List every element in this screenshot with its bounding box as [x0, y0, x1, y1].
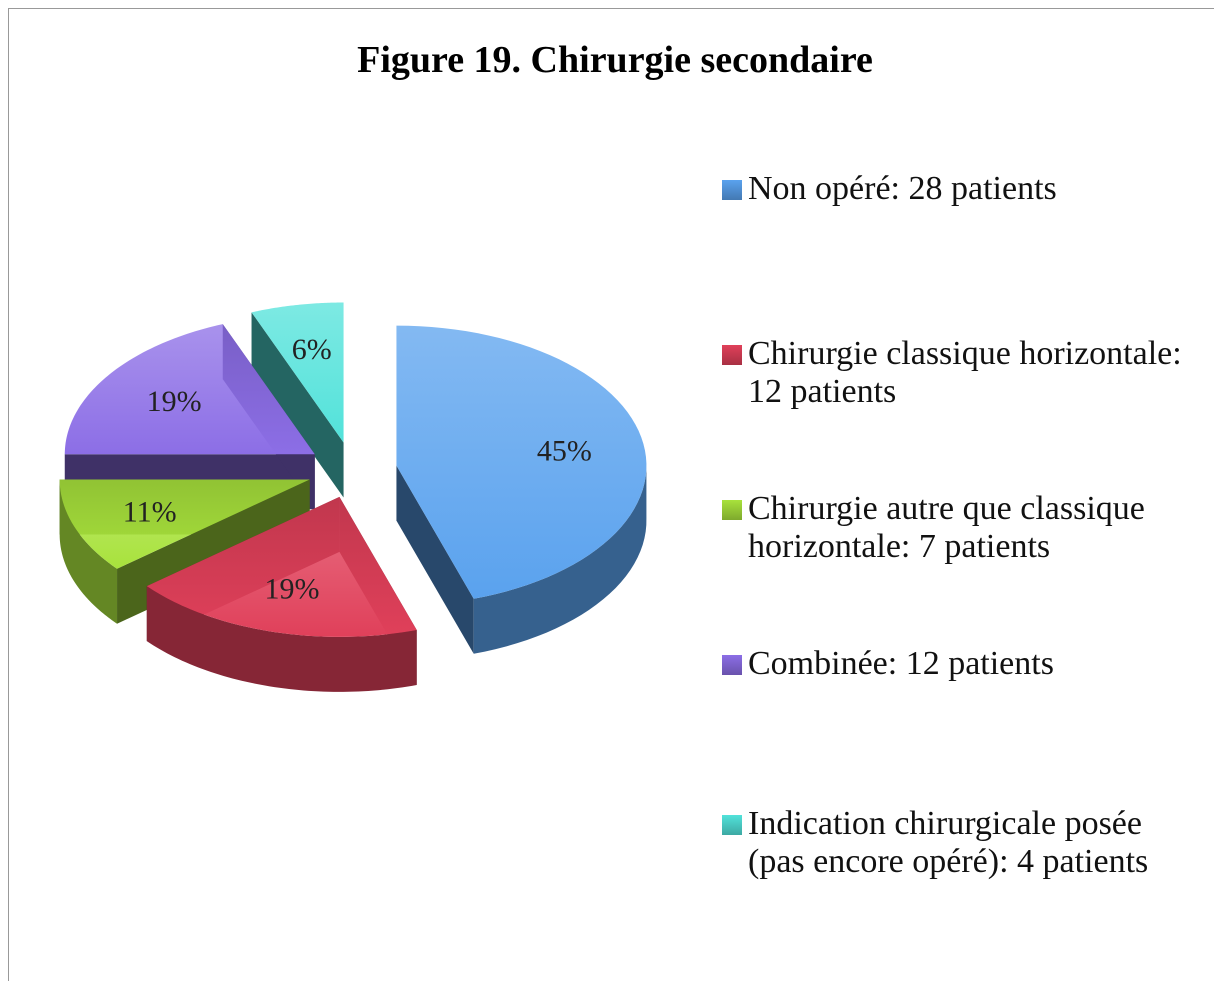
legend-label: Combinée: 12 patients: [748, 645, 1054, 682]
legend-swatch: [722, 500, 742, 520]
data-label: 11%: [123, 496, 177, 529]
pie-slice-wall: [396, 465, 474, 654]
legend-item: Combinée: 12 patients: [722, 645, 1192, 683]
legend-item: Non opéré: 28 patients: [722, 170, 1192, 208]
pie-slice-side: [473, 463, 647, 654]
legend-swatch: [722, 815, 742, 835]
legend-label: Chirurgie classique horizontale: 12 pati…: [748, 335, 1182, 410]
data-label: 45%: [537, 435, 592, 468]
pie-slice-side: [59, 479, 118, 624]
legend-label: Non opéré: 28 patients: [748, 170, 1057, 207]
data-label: 19%: [265, 572, 320, 605]
legend-item: Chirurgie autre que classique horizontal…: [722, 490, 1192, 566]
legend-label: Chirurgie autre que classique horizontal…: [748, 490, 1145, 565]
data-label: 6%: [292, 333, 332, 366]
pie-slice-wall: [251, 312, 344, 498]
pie-slice: [64, 324, 315, 455]
pie-slice: [396, 325, 647, 599]
legend-swatch: [722, 345, 742, 365]
pie-slice: [251, 302, 344, 443]
frame: [8, 8, 1214, 981]
legend-item: Indication chirurgicale posée (pas encor…: [722, 805, 1192, 881]
pie-slice: [59, 479, 310, 569]
data-label: 19%: [147, 385, 202, 418]
legend-swatch: [722, 655, 742, 675]
chart-title: Figure 19. Chirurgie secondaire: [357, 39, 873, 81]
legend-label: Indication chirurgicale posée (pas encor…: [748, 805, 1149, 880]
pie-slice-side: [146, 586, 417, 692]
legend-swatch: [722, 180, 742, 200]
legend-item: Chirurgie classique horizontale: 12 pati…: [722, 335, 1192, 411]
pie-slice: [146, 496, 417, 637]
